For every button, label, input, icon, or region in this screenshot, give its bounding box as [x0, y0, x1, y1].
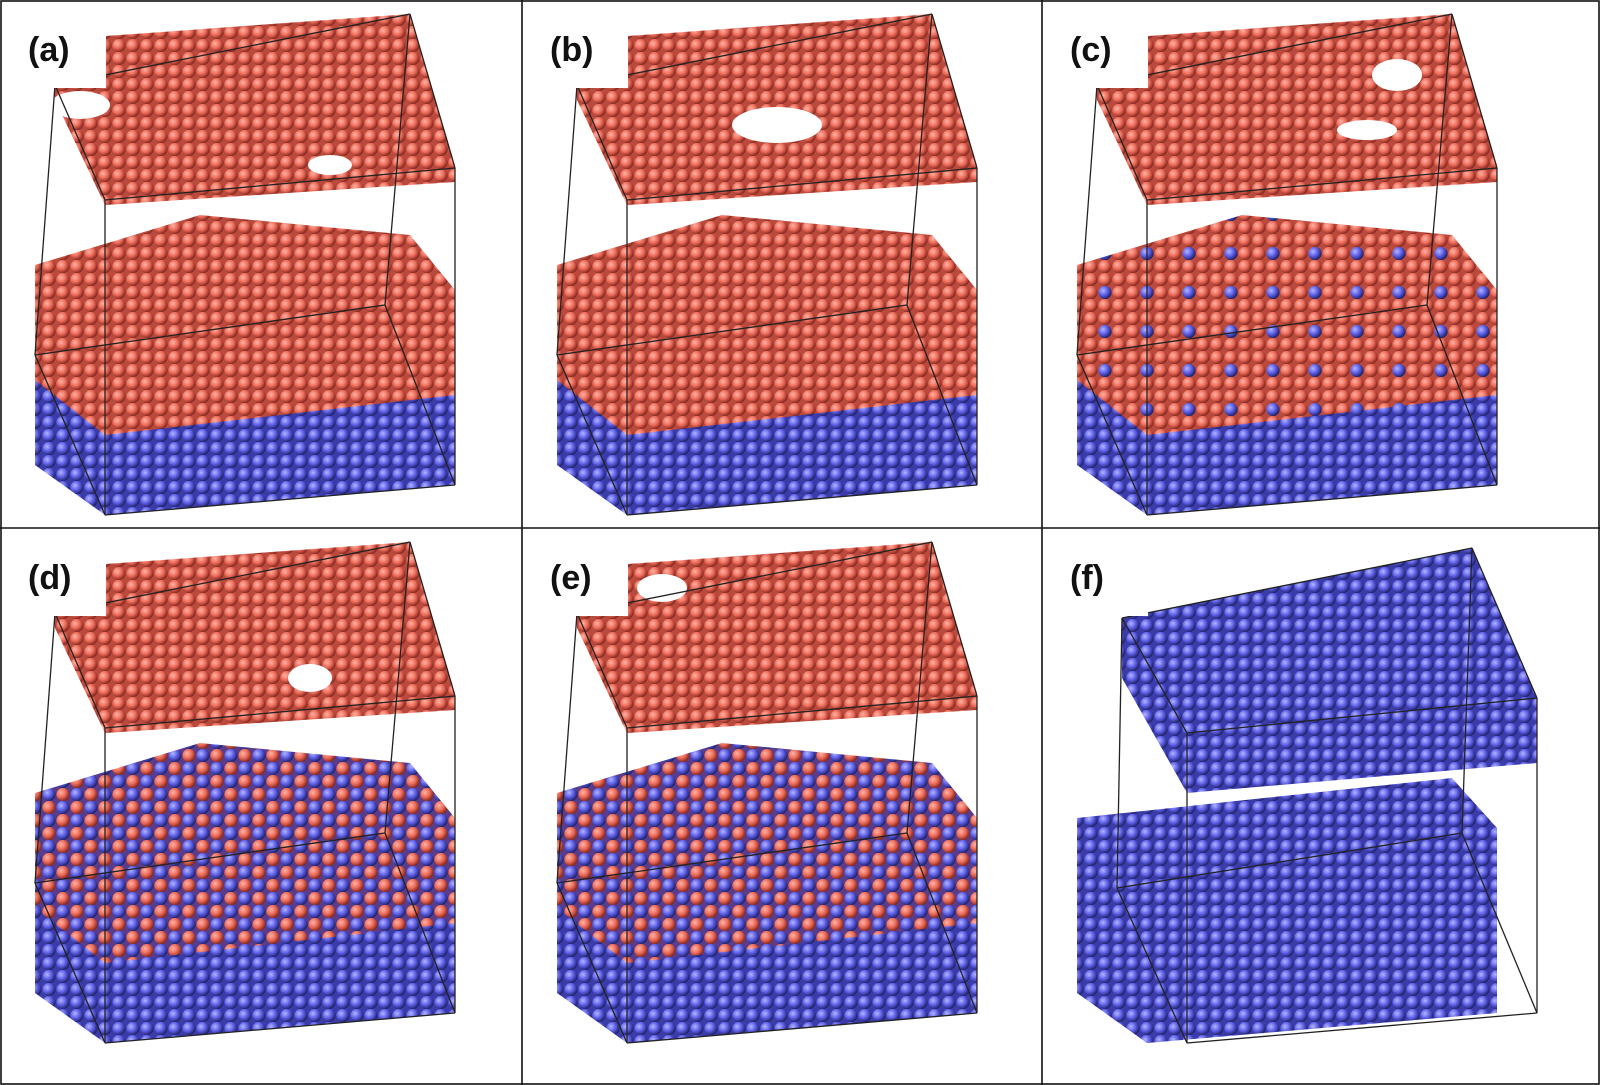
box-edge [576, 612, 628, 729]
void [1337, 120, 1397, 140]
panel-label: (f) [1070, 559, 1104, 597]
box-edge [34, 304, 386, 356]
box-edge [34, 354, 106, 516]
label-box [526, 12, 628, 88]
box-edge [34, 832, 386, 884]
panel: (b) [526, 12, 978, 516]
void [308, 155, 352, 175]
box-edge [556, 304, 908, 356]
box-edge [556, 84, 578, 356]
box-edge [384, 832, 456, 1014]
box-edge [1096, 13, 1453, 86]
film-layer [1082, 818, 1497, 888]
top-layer [1092, 14, 1497, 205]
box-edge [1116, 832, 1463, 889]
box-edge [906, 832, 978, 1014]
box-edge [1116, 887, 1188, 1044]
box-edge [1186, 1012, 1538, 1044]
box-edge [931, 541, 978, 697]
top-layer [572, 542, 977, 733]
top-layer [50, 14, 455, 205]
box-edge [409, 13, 456, 169]
box-edge [556, 612, 578, 884]
panel-label: (b) [550, 31, 593, 69]
box-edge [576, 13, 933, 86]
box-edge [1076, 354, 1148, 516]
void [288, 664, 332, 692]
void [1372, 59, 1422, 91]
box-edge [576, 84, 628, 201]
panel-label: (a) [28, 31, 70, 69]
box-edge [1076, 84, 1098, 356]
box-edge [54, 612, 106, 729]
box-edge [626, 1012, 978, 1044]
label-box [1046, 12, 1148, 88]
label-box [1046, 540, 1148, 616]
box-edge [906, 304, 978, 486]
box-edge [1426, 13, 1453, 306]
box-edge [1461, 832, 1538, 1014]
panel-label: (c) [1070, 31, 1112, 69]
box-edge [556, 354, 628, 516]
top-layer [50, 542, 455, 733]
panel: (e) [526, 540, 978, 1044]
box-edge [104, 484, 456, 516]
panel: (f) [1046, 540, 1538, 1044]
box-edge [104, 1012, 456, 1044]
top-layer [1122, 548, 1537, 793]
box-edge [906, 541, 933, 834]
void [637, 574, 687, 602]
box-edge [1461, 547, 1473, 834]
box-edge [1471, 547, 1538, 699]
panel-label: (d) [28, 559, 71, 597]
box-edge [54, 541, 411, 614]
panel: (d) [4, 540, 456, 1044]
label-box [526, 540, 628, 616]
label-box [4, 12, 106, 88]
box-edge [576, 541, 933, 614]
box-edge [34, 84, 56, 356]
void [732, 107, 822, 143]
box-edge [409, 541, 456, 697]
panel: (c) [1046, 12, 1498, 516]
box-edge [384, 304, 456, 486]
box-edge [1426, 304, 1498, 486]
box-edge [34, 882, 106, 1044]
box-edge [34, 612, 56, 884]
void [50, 91, 110, 119]
box-edge [556, 832, 908, 884]
box-edge [1076, 304, 1428, 356]
panel-label: (e) [550, 559, 592, 597]
label-box [4, 540, 106, 616]
box-edge [1146, 484, 1498, 516]
box-edge [54, 84, 106, 201]
box-edge [906, 13, 933, 306]
box-edge [1451, 13, 1498, 169]
panel: (a) [4, 12, 456, 516]
box-edge [384, 13, 411, 306]
substrate [1077, 778, 1497, 1043]
box-edge [556, 882, 628, 1044]
box-edge [626, 484, 978, 516]
box-edge [1121, 617, 1188, 734]
box-edge [931, 13, 978, 169]
box-edge [54, 13, 411, 86]
box-edge [384, 541, 411, 834]
box-edge [1116, 617, 1123, 889]
box-edge [1121, 547, 1473, 619]
box-edge [1096, 84, 1148, 201]
box-edge [1186, 697, 1538, 734]
